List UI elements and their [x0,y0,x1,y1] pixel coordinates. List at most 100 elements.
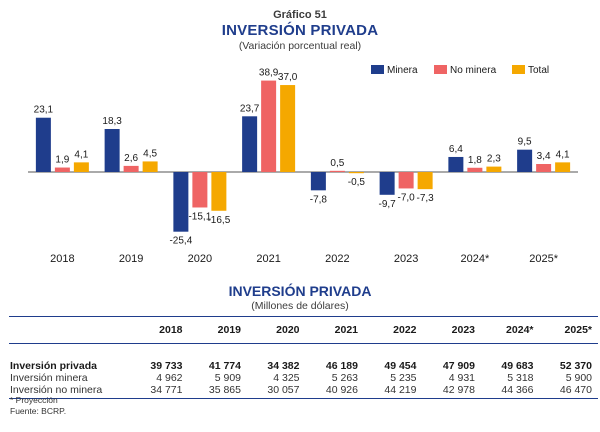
table-row: Inversión privada 39 733 41 774 34 382 4… [9,344,598,373]
legend-swatch [371,65,384,74]
legend-label: Minera [387,65,418,76]
data-label: 23,1 [34,105,54,116]
data-label: 6,4 [449,144,463,155]
bar-total [555,162,571,172]
bar-minera [35,117,51,172]
bar-minera [310,172,326,191]
bar-minera [173,172,189,232]
x-tick-label: 2022 [325,253,349,265]
table-header [9,316,130,344]
table-header: 2022 [364,316,423,344]
table-header: 2019 [188,316,247,344]
table-header: 2025* [539,316,598,344]
table-cell: 46 189 [325,360,358,372]
chart-subtitle: (Variación porcentual real) [238,40,362,52]
legend-label: Total [528,65,549,76]
data-label: 4,1 [556,149,570,160]
bar-total [73,162,89,172]
table-cell: 5 263 [331,372,358,384]
data-label: 3,4 [537,151,551,162]
table-title: INVERSIÓN PRIVADA [228,283,372,299]
bar-total [142,161,158,172]
table-cell: 34 771 [130,384,189,399]
x-tick-label: 2020 [188,253,212,265]
data-label: -7,8 [310,194,328,205]
x-tick-label: 2018 [50,253,74,265]
table-row: Inversión no minera 34 771 35 865 30 057… [9,384,598,399]
table-cell: 5 235 [390,372,417,384]
bar-total [280,85,296,172]
table-subtitle: (Millones de dólares) [251,300,349,312]
table-cell: 30 057 [247,384,306,399]
data-label: 37,0 [278,72,298,83]
data-label: 18,3 [102,116,122,127]
bar-no-minera [536,164,552,172]
bar-minera [517,149,533,172]
bar-no-minera [329,170,345,173]
table-header: 2020 [247,316,306,344]
chart-title: INVERSIÓN PRIVADA [221,22,379,39]
data-label: 2,3 [487,154,501,165]
investment-table: 2018 2019 2020 2021 2022 2023 2024* 2025… [9,316,598,399]
bar-total [417,172,433,190]
bar-minera [242,116,258,172]
data-label: 38,9 [259,68,279,79]
legend-swatch [512,65,525,74]
table-cell: 4 931 [448,372,475,384]
x-tick-label: 2024* [460,253,489,265]
row-label: Inversión no minera [9,384,130,399]
legend-label: No minera [450,65,497,76]
table-cell: 47 909 [442,360,475,372]
table-header: 2024* [481,316,540,344]
row-label: Inversión privada [10,360,97,372]
table-cell: 49 683 [501,360,534,372]
bar-chart: 23,1 1,9 4,1 2018 18,3 2,6 4,5 2019 -25,4 -15,1-1… [28,65,578,265]
figure-label: Gráfico 51 [273,9,327,21]
table-cell: 44 366 [481,384,540,399]
projection-note: * Proyección [10,395,58,405]
table-cell: 46 470 [539,384,598,399]
bar-minera [448,156,464,172]
row-label: Inversión minera [10,372,88,384]
data-label: -15,1 [188,211,211,222]
table-cell: 4 325 [273,372,300,384]
data-label: 23,7 [240,103,260,114]
x-tick-label: 2023 [394,253,418,265]
bar-no-minera [123,165,139,172]
bar-minera [379,172,395,195]
x-tick-label: 2021 [256,253,280,265]
table-cell: 39 733 [150,360,183,372]
table-cell: 40 926 [305,384,364,399]
data-label: -25,4 [169,236,192,247]
bar-total [486,166,502,172]
legend-swatch [434,65,447,74]
x-tick-label: 2019 [119,253,143,265]
data-label: -0,5 [348,177,366,188]
table-cell: 49 454 [384,360,417,372]
data-label: -9,7 [379,199,397,210]
data-label: -7,0 [398,192,416,203]
table-header-row: 2018 2019 2020 2021 2022 2023 2024* 2025… [9,316,598,344]
data-label: -16,5 [207,215,230,226]
table-cell: 5 318 [507,372,534,384]
data-label: 2,6 [124,153,138,164]
table-cell: 5 909 [214,372,241,384]
bar-no-minera [398,172,414,189]
data-label: 1,8 [468,155,482,166]
table-cell: 34 382 [267,360,300,372]
bar-total [348,172,364,174]
data-label: 1,9 [55,155,69,166]
bar-no-minera [192,172,208,208]
source-note: Fuente: BCRP. [10,406,67,416]
table-header: 2023 [422,316,481,344]
table-header: 2021 [305,316,364,344]
table-cell: 35 865 [188,384,247,399]
bar-no-minera [467,167,483,172]
data-label: 4,1 [74,149,88,160]
data-label: 4,5 [143,148,157,159]
data-label: -7,3 [417,193,435,204]
table-header: 2018 [130,316,189,344]
table-cell: 42 978 [422,384,481,399]
table-cell: 4 962 [156,372,183,384]
table-cell: 5 900 [565,372,592,384]
